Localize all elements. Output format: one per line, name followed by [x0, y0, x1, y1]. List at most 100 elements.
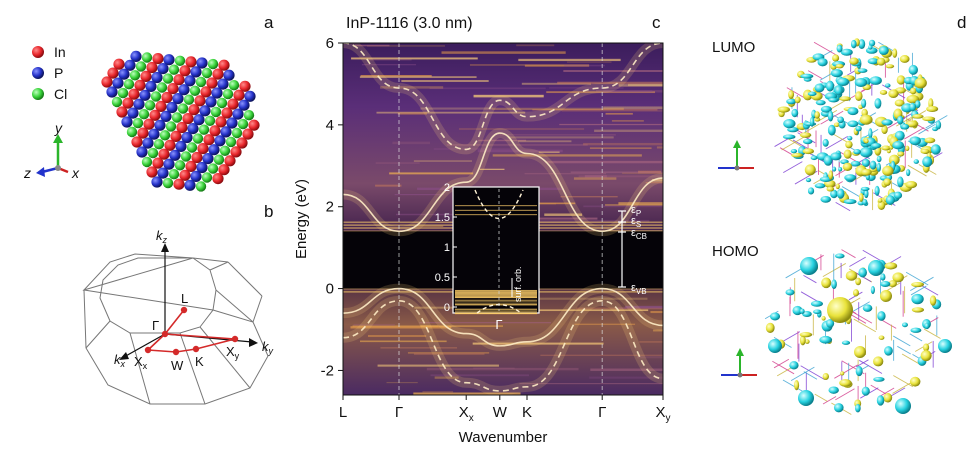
orbital-lobe: [905, 146, 909, 151]
inset-streak: [455, 304, 537, 305]
orbital-lobe: [835, 253, 845, 258]
orbital-lobe: [909, 65, 918, 75]
orbital-lobe: [795, 97, 801, 104]
atom: [131, 136, 142, 147]
spectral-streak: [652, 179, 780, 182]
orbital-lobe: [785, 289, 794, 295]
orbital-lobe: [862, 387, 870, 396]
atom: [106, 86, 117, 97]
orbital-lobe: [837, 45, 843, 53]
orbital-lobe: [839, 96, 851, 101]
bond-stick: [924, 329, 940, 338]
orbital-lobe: [828, 111, 833, 122]
panel-letter-b: b: [264, 202, 273, 221]
spectral-streak: [420, 325, 503, 327]
point-Xx-label: Xx: [134, 354, 148, 371]
orbital-lobe: [811, 301, 823, 307]
orbital-lobe: [783, 119, 795, 128]
panel-letter-a: a: [264, 13, 274, 32]
figure: a In P Cl y z x b: [0, 0, 980, 460]
bond-stick: [823, 263, 846, 276]
orbital-lobe: [813, 310, 821, 314]
bond-stick: [783, 162, 802, 173]
spectral-streak: [567, 62, 612, 63]
inset-y-tick-label: 0: [444, 302, 450, 314]
orbital-lobe: [922, 116, 935, 121]
spectral-streak: [546, 161, 668, 163]
orbital-lobe: [791, 149, 797, 153]
orbital-lobe: [803, 148, 814, 154]
bond-stick: [897, 346, 910, 354]
legend-p-label: P: [54, 65, 63, 81]
atom: [214, 155, 224, 165]
atom: [244, 110, 254, 120]
orbital-lobe: [871, 143, 881, 149]
orbital-lobe: [883, 178, 891, 186]
spectral-streak: [525, 173, 607, 174]
inset-y-tick-label: 1.5: [435, 212, 450, 224]
orbital-lobe: [805, 164, 816, 175]
x-axis-ticks: L Γ Xx W K Γ Xy: [339, 395, 671, 424]
orbital-lobe: [847, 120, 858, 127]
orbital-lobe: [808, 187, 814, 194]
atom: [202, 68, 212, 78]
legend-cl-marker: [32, 88, 44, 100]
band-spectral-map: [343, 43, 800, 396]
orbital-lobe: [851, 40, 857, 48]
inset-y-tick-label: 2: [444, 182, 450, 194]
legend-p-marker: [32, 67, 44, 79]
orbital-lobe: [836, 64, 844, 68]
orbital-lobe: [909, 103, 916, 111]
point-L-label: L: [181, 291, 188, 306]
orbital-lobe: [871, 286, 875, 294]
bond-stick: [893, 336, 910, 346]
orbital-lobe: [845, 141, 852, 149]
spectral-streak: [380, 347, 457, 348]
orbital-lobe: [839, 379, 852, 387]
bond-stick: [820, 73, 833, 80]
orbital-lobe: [860, 147, 873, 157]
orbital-lobe: [853, 149, 861, 154]
orbital-lobe: [843, 163, 853, 171]
inset-level: [455, 210, 537, 211]
bond-stick: [783, 332, 799, 342]
x-tick-label: L: [339, 404, 347, 421]
point-gamma-label: Γ: [152, 318, 159, 333]
orbital-lobe: [868, 128, 872, 139]
orbital-lobe: [821, 316, 825, 321]
surf-orb-annotation: surf. orb.: [513, 266, 523, 302]
spectral-streak: [518, 140, 571, 142]
y-tick-label: 6: [326, 35, 334, 52]
orbital-lobe: [847, 107, 858, 115]
orbital-lobe: [789, 361, 798, 369]
orbital-lobe: [808, 92, 817, 96]
spectral-streak: [583, 143, 698, 145]
spectral-streak: [590, 368, 725, 370]
orbital-lobe: [862, 199, 867, 205]
atom: [154, 139, 164, 149]
spectral-streak: [590, 147, 652, 148]
orbital-lobe: [885, 83, 891, 87]
panel-a: a In P Cl y z x: [23, 13, 274, 192]
orbital-lobe: [873, 356, 883, 366]
reciprocal-axes: [119, 243, 258, 360]
atom: [211, 107, 221, 117]
spectral-streak: [375, 185, 401, 187]
point-W-label: W: [171, 358, 184, 373]
orbital-lobe: [892, 141, 904, 149]
axes-triad-a: y z x: [23, 120, 80, 181]
atom: [118, 88, 128, 98]
bond-stick: [783, 380, 804, 392]
orbital-lobe: [834, 403, 844, 412]
atom: [184, 95, 194, 105]
spectral-streak: [619, 84, 778, 87]
atom: [160, 130, 170, 140]
orbital-lobe: [815, 183, 826, 188]
orbital-lobe: [837, 189, 845, 199]
panel-b: b: [84, 202, 274, 404]
x-tick-label: Γ: [395, 404, 403, 421]
orbital-lobe: [861, 169, 872, 176]
orbital-lobe-large: [768, 339, 782, 353]
inset-streak: [455, 313, 537, 314]
chart-title: InP-1116 (3.0 nm): [346, 15, 473, 32]
